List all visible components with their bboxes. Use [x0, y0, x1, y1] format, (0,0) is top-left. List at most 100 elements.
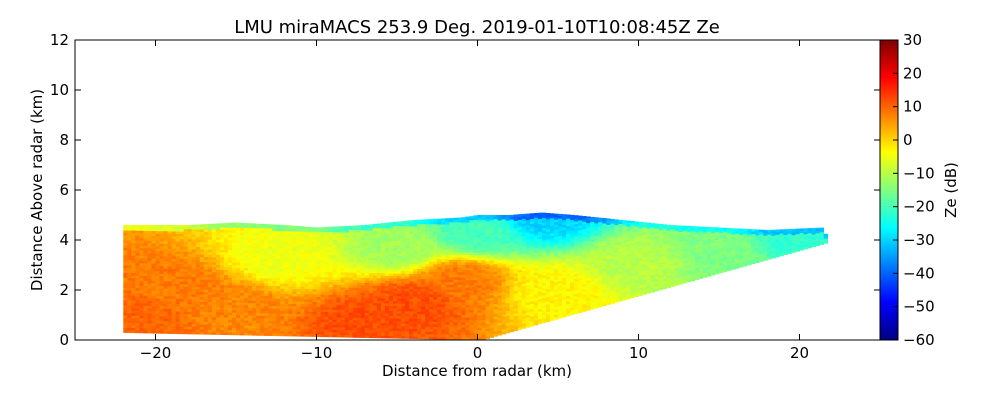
- echo-cell: [256, 267, 261, 271]
- echo-cell: [332, 296, 338, 300]
- echo-cell: [360, 332, 366, 336]
- echo-cell: [441, 269, 446, 273]
- echo-cell: [127, 270, 132, 274]
- echo-cell: [288, 305, 293, 309]
- echo-cell: [340, 319, 346, 323]
- echo-cell: [139, 282, 144, 286]
- echo-cell: [272, 330, 277, 334]
- echo-cell: [288, 233, 293, 237]
- echo-cell: [131, 287, 136, 291]
- echo-cell: [240, 252, 245, 256]
- echo-cell: [517, 234, 523, 238]
- echo-cell: [384, 335, 390, 339]
- echo-cell: [264, 262, 269, 266]
- echo-cell: [183, 228, 189, 232]
- echo-cell: [211, 281, 217, 285]
- echo-cell: [517, 216, 523, 220]
- echo-cell: [413, 313, 418, 317]
- echo-cell: [167, 290, 172, 294]
- echo-cell: [147, 318, 152, 321]
- echo-cell: [320, 254, 325, 258]
- echo-cell: [215, 314, 221, 318]
- echo-cell: [380, 277, 386, 281]
- echo-cell: [469, 282, 474, 286]
- echo-cell: [405, 325, 410, 329]
- echo-cell: [292, 268, 297, 272]
- echo-cell: [388, 295, 394, 299]
- echo-cell: [292, 293, 297, 297]
- echo-cell: [151, 300, 156, 304]
- echo-cell: [203, 301, 209, 305]
- echo-cell: [372, 287, 378, 291]
- echo-cell: [223, 302, 229, 306]
- echo-cell: [376, 312, 382, 316]
- echo-cell: [139, 317, 144, 321]
- echo-cell: [413, 288, 418, 292]
- echo-cell: [244, 235, 249, 238]
- echo-cell: [449, 291, 454, 295]
- echo-cell: [256, 232, 261, 236]
- echo-cell: [413, 286, 418, 289]
- echo-cell: [449, 336, 454, 340]
- echo-cell: [256, 330, 261, 334]
- echo-cell: [529, 286, 535, 289]
- echo-cell: [453, 279, 458, 283]
- echo-cell: [215, 251, 221, 255]
- echo-cell: [477, 307, 482, 311]
- echo-cell: [276, 265, 281, 269]
- echo-cell: [244, 230, 249, 233]
- echo-cell: [505, 245, 511, 249]
- echo-cell: [397, 245, 402, 249]
- echo-cell: [517, 261, 523, 265]
- echo-cell: [533, 264, 539, 268]
- echo-cell: [376, 285, 382, 289]
- echo-cell: [481, 327, 486, 331]
- echo-cell: [332, 239, 338, 243]
- echo-cell: [481, 215, 486, 218]
- echo-cell: [481, 287, 486, 291]
- echo-cell: [497, 255, 503, 259]
- echo-cell: [167, 233, 172, 237]
- echo-cell: [469, 287, 474, 291]
- echo-cell: [429, 311, 434, 315]
- echo-cell: [405, 220, 410, 222]
- echo-cell: [449, 246, 454, 250]
- echo-cell: [401, 255, 406, 259]
- echo-cell: [413, 228, 418, 232]
- echo-cell: [481, 294, 486, 298]
- echo-cell: [320, 296, 325, 300]
- echo-cell: [171, 248, 177, 252]
- echo-cell: [155, 313, 160, 317]
- echo-cell: [284, 255, 289, 259]
- echo-cell: [268, 268, 273, 271]
- echo-cell: [509, 274, 515, 278]
- echo-cell: [405, 278, 410, 282]
- echo-cell: [324, 304, 329, 308]
- echo-cell: [244, 295, 249, 298]
- echo-cell: [376, 310, 382, 314]
- echo-cell: [264, 224, 269, 226]
- echo-cell: [135, 285, 140, 289]
- echo-cell: [284, 290, 289, 294]
- echo-cell: [344, 279, 350, 283]
- echo-cell: [328, 334, 333, 338]
- echo-cell: [244, 225, 249, 228]
- echo-cell: [260, 225, 265, 229]
- echo-cell: [227, 274, 233, 278]
- echo-cell: [336, 267, 342, 270]
- echo-cell: [425, 278, 430, 282]
- echo-cell: [437, 254, 442, 257]
- echo-cell: [417, 311, 422, 315]
- echo-cell: [219, 224, 225, 228]
- echo-cell: [348, 229, 354, 233]
- echo-cell: [529, 218, 535, 222]
- echo-cell: [272, 313, 277, 317]
- echo-cell: [513, 214, 519, 216]
- echo-cell: [558, 310, 563, 314]
- echo-cell: [296, 258, 301, 262]
- echo-cell: [425, 336, 430, 340]
- echo-cell: [236, 327, 241, 331]
- echo-cell: [372, 227, 378, 231]
- echo-cell: [425, 293, 430, 297]
- echo-cell: [244, 307, 249, 311]
